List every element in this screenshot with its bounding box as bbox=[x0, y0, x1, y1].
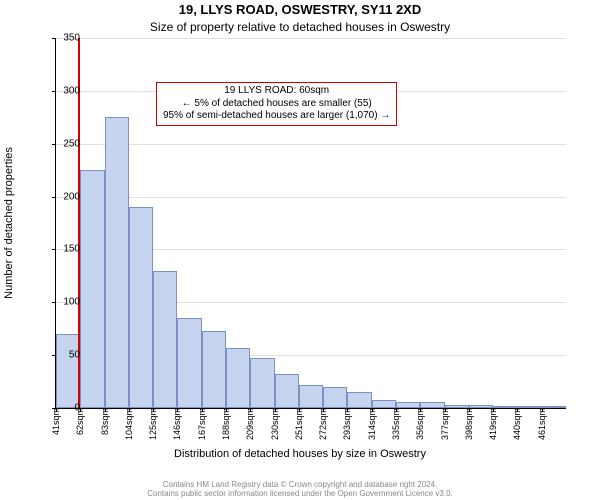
histogram-bar bbox=[299, 385, 323, 408]
footer-line1: Contains HM Land Registry data © Crown c… bbox=[0, 480, 600, 489]
xtick-label: 272sqm bbox=[318, 408, 328, 440]
histogram-bar bbox=[105, 117, 129, 408]
footer-line2: Contains public sector information licen… bbox=[0, 489, 600, 498]
xtick-label: 209sqm bbox=[245, 408, 255, 440]
ytick-label: 200 bbox=[55, 191, 80, 202]
footer-attribution: Contains HM Land Registry data © Crown c… bbox=[0, 480, 600, 498]
xtick-label: 377sqm bbox=[440, 408, 450, 440]
xtick-label: 230sqm bbox=[270, 408, 280, 440]
ytick-label: 350 bbox=[55, 33, 80, 44]
xtick-label: 83sqm bbox=[100, 408, 110, 435]
xtick-label: 293sqm bbox=[342, 408, 352, 440]
histogram-bar bbox=[226, 348, 250, 408]
annotation-line1: 19 LLYS ROAD: 60sqm bbox=[163, 85, 390, 98]
ytick-label: 50 bbox=[55, 350, 80, 361]
xtick-label: 461sqm bbox=[537, 408, 547, 440]
annotation-line3: 95% of semi-detached houses are larger (… bbox=[163, 110, 390, 123]
histogram-bar bbox=[323, 387, 347, 408]
xtick-label: 440sqm bbox=[512, 408, 522, 440]
chart-plot-area: 41sqm62sqm83sqm104sqm125sqm146sqm167sqm1… bbox=[55, 38, 566, 409]
histogram-bar bbox=[80, 170, 104, 408]
xtick-label: 125sqm bbox=[148, 408, 158, 440]
annotation-box: 19 LLYS ROAD: 60sqm ← 5% of detached hou… bbox=[156, 82, 397, 126]
xtick-label: 167sqm bbox=[197, 408, 207, 440]
xtick-label: 398sqm bbox=[464, 408, 474, 440]
histogram-bar bbox=[250, 358, 274, 408]
histogram-bar bbox=[56, 334, 80, 408]
xtick-label: 356sqm bbox=[415, 408, 425, 440]
xtick-label: 314sqm bbox=[367, 408, 377, 440]
ytick-label: 100 bbox=[55, 297, 80, 308]
gridline-h bbox=[56, 38, 566, 39]
ytick-label: 300 bbox=[55, 85, 80, 96]
x-axis-label: Distribution of detached houses by size … bbox=[0, 448, 600, 460]
histogram-bar bbox=[275, 374, 299, 408]
chart-sub-title: Size of property relative to detached ho… bbox=[0, 20, 600, 34]
xtick-label: 146sqm bbox=[172, 408, 182, 440]
gridline-h bbox=[56, 197, 566, 198]
xtick-label: 251sqm bbox=[294, 408, 304, 440]
xtick-label: 188sqm bbox=[221, 408, 231, 440]
ytick-label: 150 bbox=[55, 244, 80, 255]
gridline-h bbox=[56, 144, 566, 145]
y-axis-label: Number of detached properties bbox=[2, 38, 16, 408]
histogram-bar bbox=[153, 271, 177, 408]
xtick-label: 335sqm bbox=[391, 408, 401, 440]
annotation-line2: ← 5% of detached houses are smaller (55) bbox=[163, 98, 390, 111]
xtick-label: 419sqm bbox=[488, 408, 498, 440]
chart-main-title: 19, LLYS ROAD, OSWESTRY, SY11 2XD bbox=[0, 2, 600, 17]
histogram-bar bbox=[372, 400, 396, 408]
xtick-label: 104sqm bbox=[124, 408, 134, 440]
ytick-label: 0 bbox=[55, 403, 80, 414]
histogram-bar bbox=[347, 392, 371, 408]
histogram-bar bbox=[129, 207, 153, 408]
histogram-bar bbox=[202, 331, 226, 408]
ytick-label: 250 bbox=[55, 138, 80, 149]
histogram-bar bbox=[177, 318, 201, 408]
